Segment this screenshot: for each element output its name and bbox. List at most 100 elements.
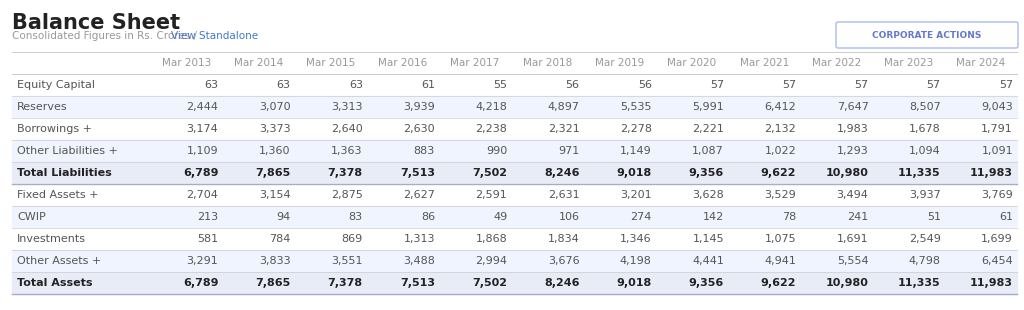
Text: 883: 883 — [414, 146, 435, 156]
Text: 9,356: 9,356 — [689, 278, 724, 288]
Bar — [12, 228, 1017, 250]
Text: 1,346: 1,346 — [621, 234, 651, 244]
Text: 869: 869 — [341, 234, 362, 244]
Text: 1,791: 1,791 — [981, 124, 1013, 134]
Text: 7,865: 7,865 — [255, 278, 291, 288]
Text: 2,278: 2,278 — [620, 124, 651, 134]
Text: 11,983: 11,983 — [970, 278, 1013, 288]
Text: 9,018: 9,018 — [616, 278, 651, 288]
Text: 1,149: 1,149 — [620, 146, 651, 156]
Text: 8,246: 8,246 — [544, 168, 580, 178]
Text: 106: 106 — [558, 212, 580, 222]
Text: 1,109: 1,109 — [186, 146, 218, 156]
Text: Mar 2016: Mar 2016 — [378, 58, 427, 68]
Text: 971: 971 — [558, 146, 580, 156]
Text: 9,018: 9,018 — [616, 168, 651, 178]
Text: 4,218: 4,218 — [475, 102, 507, 112]
Text: 1,363: 1,363 — [331, 146, 362, 156]
Text: 4,198: 4,198 — [620, 256, 651, 266]
Text: 11,335: 11,335 — [898, 278, 941, 288]
Text: 1,091: 1,091 — [981, 146, 1013, 156]
Text: 7,647: 7,647 — [837, 102, 868, 112]
Text: 56: 56 — [565, 80, 580, 90]
Text: Fixed Assets +: Fixed Assets + — [17, 190, 98, 200]
Text: 6,789: 6,789 — [182, 278, 218, 288]
Text: Mar 2013: Mar 2013 — [162, 58, 211, 68]
Text: Mar 2020: Mar 2020 — [668, 58, 717, 68]
Text: 2,704: 2,704 — [186, 190, 218, 200]
Text: 3,494: 3,494 — [837, 190, 868, 200]
Text: 3,313: 3,313 — [331, 102, 362, 112]
Text: Mar 2018: Mar 2018 — [522, 58, 572, 68]
Text: 1,678: 1,678 — [909, 124, 941, 134]
Text: 8,246: 8,246 — [544, 278, 580, 288]
Bar — [12, 74, 1017, 96]
Text: 9,356: 9,356 — [689, 168, 724, 178]
Text: Mar 2023: Mar 2023 — [884, 58, 933, 68]
Text: 2,549: 2,549 — [909, 234, 941, 244]
Text: 11,983: 11,983 — [970, 168, 1013, 178]
Text: Mar 2019: Mar 2019 — [595, 58, 644, 68]
Text: Equity Capital: Equity Capital — [17, 80, 95, 90]
Text: 86: 86 — [421, 212, 435, 222]
Text: 57: 57 — [854, 80, 868, 90]
Text: 4,441: 4,441 — [692, 256, 724, 266]
Text: 61: 61 — [999, 212, 1013, 222]
Text: 8,507: 8,507 — [909, 102, 941, 112]
Text: 4,941: 4,941 — [764, 256, 797, 266]
Text: 6,454: 6,454 — [981, 256, 1013, 266]
Text: 57: 57 — [927, 80, 941, 90]
Text: 3,551: 3,551 — [331, 256, 362, 266]
Text: 990: 990 — [486, 146, 507, 156]
Bar — [12, 184, 1017, 206]
Text: 10,980: 10,980 — [825, 168, 868, 178]
Bar — [12, 140, 1017, 162]
FancyBboxPatch shape — [836, 22, 1018, 48]
Text: 3,833: 3,833 — [259, 256, 291, 266]
Text: 4,897: 4,897 — [548, 102, 580, 112]
Text: 241: 241 — [847, 212, 868, 222]
Text: 7,513: 7,513 — [400, 168, 435, 178]
Text: 1,075: 1,075 — [765, 234, 797, 244]
Bar — [12, 250, 1017, 272]
Text: Mar 2021: Mar 2021 — [739, 58, 788, 68]
Text: 3,676: 3,676 — [548, 256, 580, 266]
Text: 49: 49 — [493, 212, 507, 222]
Text: 3,070: 3,070 — [259, 102, 291, 112]
Text: 1,360: 1,360 — [259, 146, 291, 156]
Text: 63: 63 — [276, 80, 291, 90]
Text: 2,875: 2,875 — [331, 190, 362, 200]
Text: 83: 83 — [348, 212, 362, 222]
Text: 6,412: 6,412 — [765, 102, 797, 112]
Text: 7,502: 7,502 — [472, 168, 507, 178]
Text: 61: 61 — [421, 80, 435, 90]
Text: 57: 57 — [782, 80, 797, 90]
Text: 3,174: 3,174 — [186, 124, 218, 134]
Text: 1,094: 1,094 — [909, 146, 941, 156]
Text: Borrowings +: Borrowings + — [17, 124, 92, 134]
Text: Consolidated Figures in Rs. Crores /: Consolidated Figures in Rs. Crores / — [12, 31, 201, 41]
Text: 3,769: 3,769 — [981, 190, 1013, 200]
Text: 11,335: 11,335 — [898, 168, 941, 178]
Text: 7,513: 7,513 — [400, 278, 435, 288]
Text: Balance Sheet: Balance Sheet — [12, 13, 180, 33]
Text: 1,691: 1,691 — [837, 234, 868, 244]
Text: 94: 94 — [276, 212, 291, 222]
Text: 2,444: 2,444 — [186, 102, 218, 112]
Text: Mar 2017: Mar 2017 — [451, 58, 500, 68]
Bar — [12, 206, 1017, 228]
Text: Reserves: Reserves — [17, 102, 68, 112]
Text: 3,937: 3,937 — [909, 190, 941, 200]
Text: 1,699: 1,699 — [981, 234, 1013, 244]
Text: 142: 142 — [702, 212, 724, 222]
Text: 7,378: 7,378 — [328, 168, 362, 178]
Text: 9,043: 9,043 — [981, 102, 1013, 112]
Text: 1,022: 1,022 — [765, 146, 797, 156]
Text: 2,591: 2,591 — [475, 190, 507, 200]
Text: 2,630: 2,630 — [403, 124, 435, 134]
Text: Other Liabilities +: Other Liabilities + — [17, 146, 118, 156]
Text: Mar 2014: Mar 2014 — [233, 58, 283, 68]
Text: 213: 213 — [198, 212, 218, 222]
Bar — [12, 118, 1017, 140]
Text: 1,087: 1,087 — [692, 146, 724, 156]
